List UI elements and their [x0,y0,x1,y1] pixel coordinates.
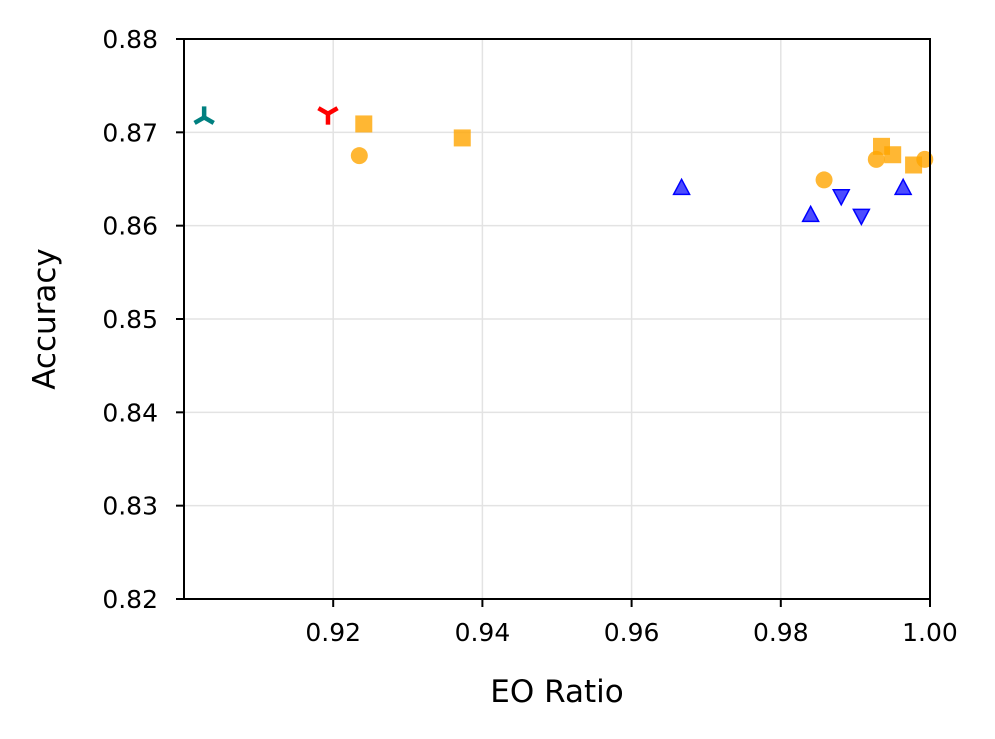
data-point-tri_up [193,106,215,125]
data-point-circle [867,150,885,168]
data-point-square [453,129,471,147]
data-point-square [884,146,902,164]
data-point-tri_down [317,106,339,125]
data-point-triangle_up [672,177,691,196]
y-tick-label: 0.87 [102,118,158,147]
y-tick-label: 0.86 [102,212,158,241]
data-point-triangle_down [831,189,851,207]
y-axis-label: Accuracy [27,248,63,390]
x-tick-label: 0.96 [604,618,660,647]
x-tick-label: 0.94 [455,618,511,647]
y-tick-label: 0.85 [102,305,158,334]
data-point-circle [350,147,368,165]
data-point-triangle_up [801,204,820,223]
y-tick-label: 0.82 [102,585,158,614]
data-point-square [355,115,373,133]
x-tick-label: 1.00 [902,618,958,647]
x-axis-ticks: 0.92 0.94 0.96 0.98 1.00 [305,599,958,647]
y-axis-ticks: 0.82 0.83 0.84 0.85 0.86 0.87 0.88 [102,25,184,614]
grid-lines [184,38,931,600]
y-tick-label: 0.83 [102,492,158,521]
x-tick-label: 0.98 [753,618,809,647]
y-tick-label: 0.84 [102,398,158,427]
x-tick-label: 0.92 [305,618,361,647]
data-point-circle [815,171,833,189]
data-points [193,106,934,226]
x-axis-label: EO Ratio [490,674,623,710]
data-point-triangle_up [893,177,913,196]
y-tick-label: 0.88 [102,25,158,54]
data-point-triangle_down [852,208,871,226]
